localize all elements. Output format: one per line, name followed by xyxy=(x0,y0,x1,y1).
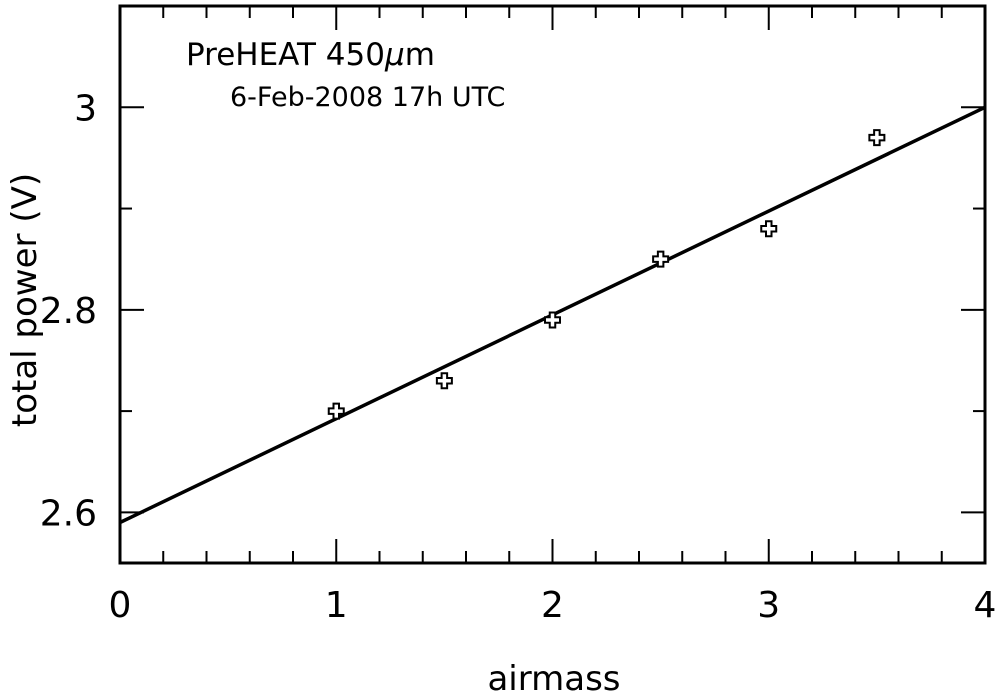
data-points xyxy=(327,129,886,420)
annotation-instrument: PreHEAT 450μm xyxy=(186,37,435,73)
x-tick-label: 0 xyxy=(109,585,132,626)
data-point xyxy=(435,372,453,390)
x-axis-title: airmass xyxy=(487,659,620,695)
x-tick-labels: 0 1 2 3 4 xyxy=(109,585,997,626)
annotation-instrument-prefix: PreHEAT 450 xyxy=(186,37,385,73)
data-point xyxy=(652,250,670,268)
annotation-instrument-suffix: m xyxy=(405,37,435,73)
y-tick-labels: 2.6 2.8 3 xyxy=(40,88,97,534)
x-tick-label: 4 xyxy=(974,585,997,626)
annotation-instrument-mu: μ xyxy=(384,37,405,73)
data-point xyxy=(868,129,886,147)
plot-frame xyxy=(118,4,987,565)
y-axis-title: total power (V) xyxy=(5,173,45,427)
data-point xyxy=(760,220,778,238)
y-tick-label: 3 xyxy=(74,88,97,129)
annotation-date: 6-Feb-2008 17h UTC xyxy=(230,82,505,113)
data-point xyxy=(327,402,345,420)
x-tick-label: 1 xyxy=(325,585,348,626)
x-tick-label: 3 xyxy=(757,585,780,626)
y-tick-label: 2.6 xyxy=(40,493,97,534)
data-point xyxy=(544,311,561,329)
y-tick-label: 2.8 xyxy=(40,291,97,332)
x-tick-label: 2 xyxy=(541,585,564,626)
